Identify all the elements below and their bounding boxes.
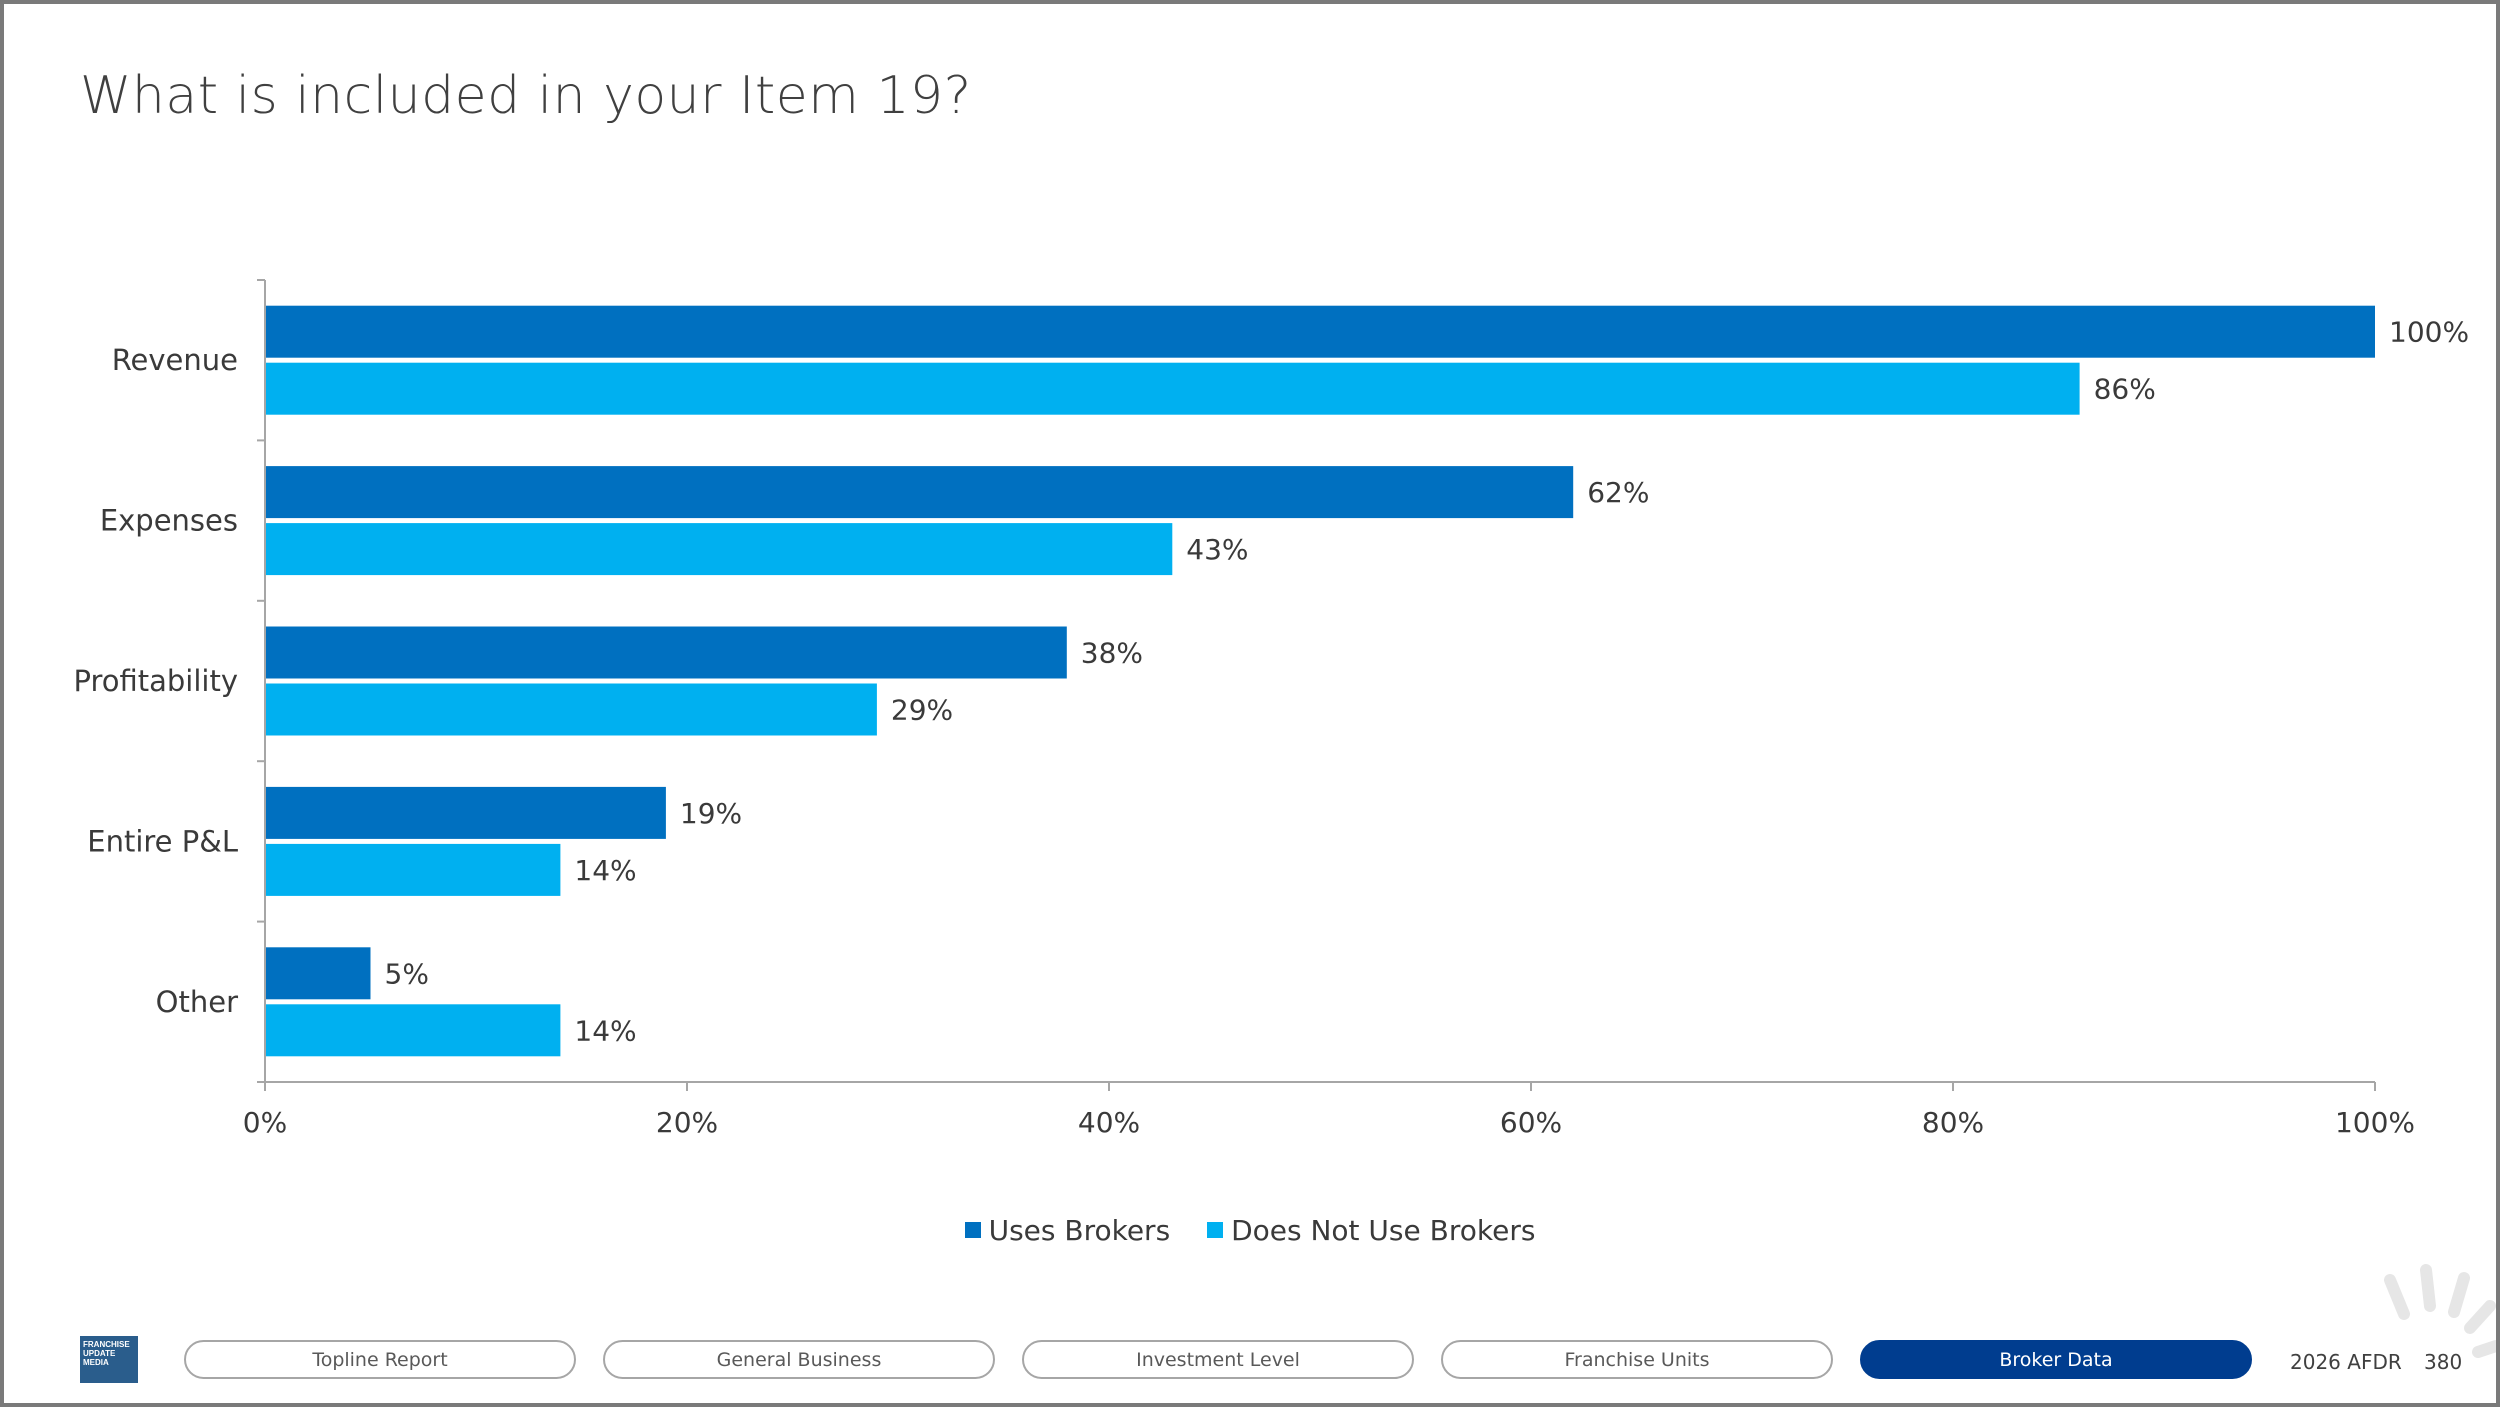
data-label-entire-p-l-series-1: 14% [574,854,636,887]
data-label-entire-p-l-series-0: 19% [680,797,742,830]
data-label-revenue-series-0: 100% [2389,316,2469,349]
bar-entire-p-l-series-0 [265,786,666,839]
x-tick-label-100: 100% [2335,1106,2415,1139]
x-tick-label-80: 80% [1922,1106,1984,1139]
bar-expenses-series-0 [265,466,1574,519]
bar-revenue-series-0 [265,305,2375,358]
x-tick-label-60: 60% [1500,1106,1562,1139]
bar-expenses-series-1 [265,523,1173,576]
bar-profitability-series-0 [265,626,1067,679]
category-label-other: Other [156,985,238,1019]
data-label-other-series-0: 5% [385,957,429,990]
data-label-expenses-series-1: 43% [1186,533,1248,566]
legend-swatch-uses-brokers [964,1222,981,1238]
legend-item-does-not-use-brokers: Does Not Use Brokers [1207,1214,1535,1247]
category-label-expenses: Expenses [100,504,238,538]
tab-franchise-units[interactable]: Franchise Units [1441,1340,1833,1379]
report-label: 2026 AFDR [2290,1350,2402,1374]
chart-legend: Uses Brokers Does Not Use Brokers [0,1212,2500,1247]
tab-investment-level[interactable]: Investment Level [1022,1340,1414,1379]
page-number: 380 [2424,1350,2463,1374]
category-label-profitability: Profitability [73,664,238,698]
slide-title: What is included in your Item 19? [80,66,972,126]
franchise-update-media-logo: FRANCHISE UPDATE MEDIA [80,1336,138,1383]
category-label-revenue: Revenue [112,343,238,377]
bar-entire-p-l-series-1 [265,843,561,896]
data-label-revenue-series-1: 86% [2094,373,2156,406]
x-tick-label-20: 20% [656,1106,718,1139]
bar-other-series-1 [265,1004,561,1057]
footer-nav: FRANCHISE UPDATE MEDIA Topline Report Ge… [0,1336,2500,1386]
legend-item-uses-brokers: Uses Brokers [964,1213,1171,1247]
data-label-profitability-series-1: 29% [891,694,953,727]
bar-revenue-series-1 [265,362,2080,415]
data-label-other-series-1: 14% [574,1014,636,1047]
legend-label-uses-brokers: Uses Brokers [988,1213,1171,1247]
x-tick-label-40: 40% [1078,1106,1140,1139]
bar-other-series-0 [265,947,371,1000]
bar-profitability-series-1 [265,683,877,736]
tab-broker-data[interactable]: Broker Data [1860,1340,2252,1379]
sunburst-decoration-icon [2384,1264,2496,1358]
x-tick-label-0: 0% [243,1106,287,1139]
data-label-profitability-series-0: 38% [1081,637,1143,670]
category-label-entire-p-l: Entire P&L [87,824,238,858]
data-label-expenses-series-0: 62% [1587,476,1649,509]
bar-chart: Revenue 100% 86% Expenses 62% 43% Profitabilit… [73,279,2469,1139]
legend-swatch-does-not-use-brokers [1207,1222,1224,1238]
tab-topline-report[interactable]: Topline Report [184,1340,576,1379]
tab-general-business[interactable]: General Business [603,1340,995,1379]
legend-label-does-not-use-brokers: Does Not Use Brokers [1231,1213,1536,1247]
